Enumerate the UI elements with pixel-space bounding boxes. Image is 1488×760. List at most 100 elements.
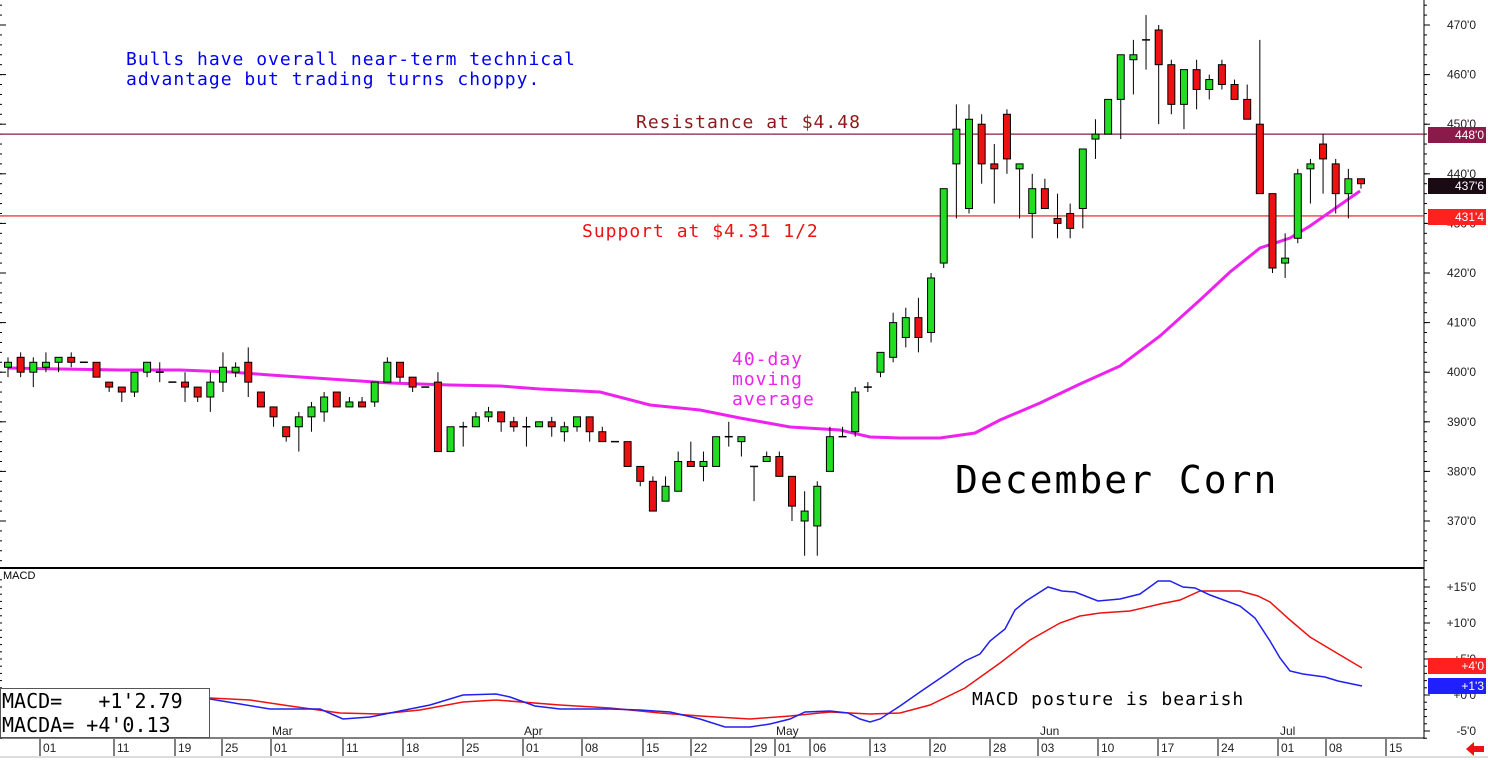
candle-body (1028, 188, 1037, 214)
candle-body (977, 123, 986, 165)
month-label: May (776, 724, 799, 738)
signal-value-tag: +4'0 (1428, 658, 1486, 674)
date-label: 20 (933, 741, 947, 755)
candle-body (800, 510, 809, 522)
price-axis-label: 410'0 (1447, 316, 1476, 330)
date-label: 01 (778, 741, 792, 755)
date-label: 18 (406, 741, 420, 755)
macd-comment: MACD posture is bearish (972, 689, 1245, 710)
candle-body (395, 361, 404, 378)
candle-body (1344, 178, 1353, 195)
date-label: 08 (1329, 741, 1343, 755)
macd-panel-label: MACD (3, 570, 36, 582)
candle-body (408, 376, 417, 388)
candle-body (787, 475, 796, 507)
macd-line (209, 580, 1363, 728)
candle-body (648, 480, 657, 512)
candle-body (1154, 29, 1163, 66)
date-label: 17 (1161, 741, 1175, 755)
candle-body (130, 371, 139, 393)
x-axis-band (0, 739, 1488, 760)
date-label: 15 (1389, 741, 1403, 755)
candle-body (1053, 217, 1062, 224)
price-axis-label: 400'0 (1447, 365, 1476, 379)
candle-body (1281, 257, 1290, 264)
date-label: 25 (466, 741, 480, 755)
moving-average-line (7, 189, 1361, 440)
price-axis-label: 380'0 (1447, 464, 1476, 478)
candle-body (775, 456, 784, 477)
date-label: 06 (813, 741, 827, 755)
chart-title: December Corn (955, 458, 1279, 502)
resistance-price-tag: 448'0 (1428, 127, 1486, 143)
candle-body (939, 188, 948, 264)
candle-body (1255, 123, 1264, 195)
macd-axis-label: +15'0 (1447, 580, 1477, 594)
candle-body (1243, 98, 1252, 120)
date-label: 11 (117, 741, 130, 755)
headline-annotation: Bulls have overall near-term technical a… (126, 49, 576, 90)
candle-body (269, 406, 278, 418)
candle-body (1104, 98, 1113, 135)
candle-body (952, 128, 961, 165)
candle-body (901, 317, 910, 338)
candle-body (990, 163, 999, 170)
candle-body (1066, 212, 1075, 229)
candle-body (712, 436, 721, 467)
candle-body (674, 460, 683, 492)
date-label: 15 (646, 741, 660, 755)
price-axis-label: 390'0 (1447, 415, 1476, 429)
plot-area (0, 0, 1424, 738)
candle-body (699, 460, 708, 467)
candle-body (320, 396, 329, 413)
macd-axis-label: -5'0 (1456, 724, 1476, 738)
date-label: 11 (346, 741, 359, 755)
candle-body (1015, 163, 1024, 170)
candle-body (206, 381, 215, 398)
candle-body (497, 411, 506, 423)
candle-body (29, 361, 38, 373)
candle-body (16, 356, 25, 373)
candle-body (256, 391, 265, 408)
candle-body (661, 485, 670, 502)
candle-body (1205, 79, 1214, 90)
date-label: 01 (526, 741, 540, 755)
date-label: 13 (873, 741, 887, 755)
candle-body (1002, 113, 1011, 160)
candle-body (1040, 188, 1049, 210)
candle-body (762, 456, 771, 462)
candle-body (914, 317, 923, 338)
date-label: 25 (225, 741, 239, 755)
date-label: 28 (993, 741, 1007, 755)
candle-body (143, 361, 152, 373)
candle-body (1357, 178, 1365, 185)
candle-body (332, 391, 341, 408)
candle-body (244, 361, 253, 383)
candle-body (1268, 193, 1277, 269)
candle-body (636, 465, 645, 482)
macd-readout-value: MACD= +1'2.79 (2, 689, 183, 713)
candle-body (294, 416, 303, 428)
date-label: 03 (1041, 741, 1055, 755)
macd-axis-label: +10'0 (1447, 616, 1477, 630)
candle-body (358, 401, 367, 408)
candle-body (1179, 69, 1188, 105)
candle-body (1306, 163, 1315, 170)
date-label: 22 (694, 741, 708, 755)
candle-body (1116, 54, 1125, 100)
candle-body (41, 361, 50, 368)
candle-body (1217, 64, 1226, 86)
candle-body (1331, 163, 1340, 195)
candle-body (813, 485, 822, 527)
candle-body (1091, 133, 1100, 140)
candle-body (345, 401, 354, 408)
price-axis-label: 440'0 (1447, 167, 1476, 181)
candle-body (547, 421, 556, 428)
candle-body (876, 351, 885, 373)
candle-body (370, 381, 379, 403)
candle-body (1167, 64, 1176, 105)
scroll-left-arrow-icon[interactable] (1466, 741, 1484, 756)
candle-body (307, 406, 316, 418)
candle-body (965, 118, 974, 210)
macd-signal-line (209, 590, 1363, 720)
